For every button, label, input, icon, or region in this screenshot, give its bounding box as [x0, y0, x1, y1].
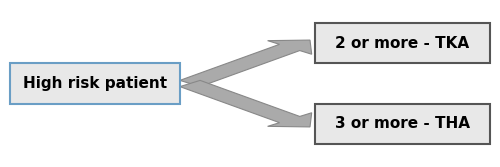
FancyBboxPatch shape: [10, 63, 180, 104]
Text: High risk patient: High risk patient: [23, 76, 167, 91]
FancyBboxPatch shape: [315, 104, 490, 144]
Text: 2 or more - TKA: 2 or more - TKA: [336, 36, 469, 51]
FancyArrow shape: [180, 80, 312, 127]
FancyBboxPatch shape: [315, 23, 490, 63]
Text: 3 or more - THA: 3 or more - THA: [335, 116, 470, 131]
FancyArrow shape: [180, 40, 312, 87]
